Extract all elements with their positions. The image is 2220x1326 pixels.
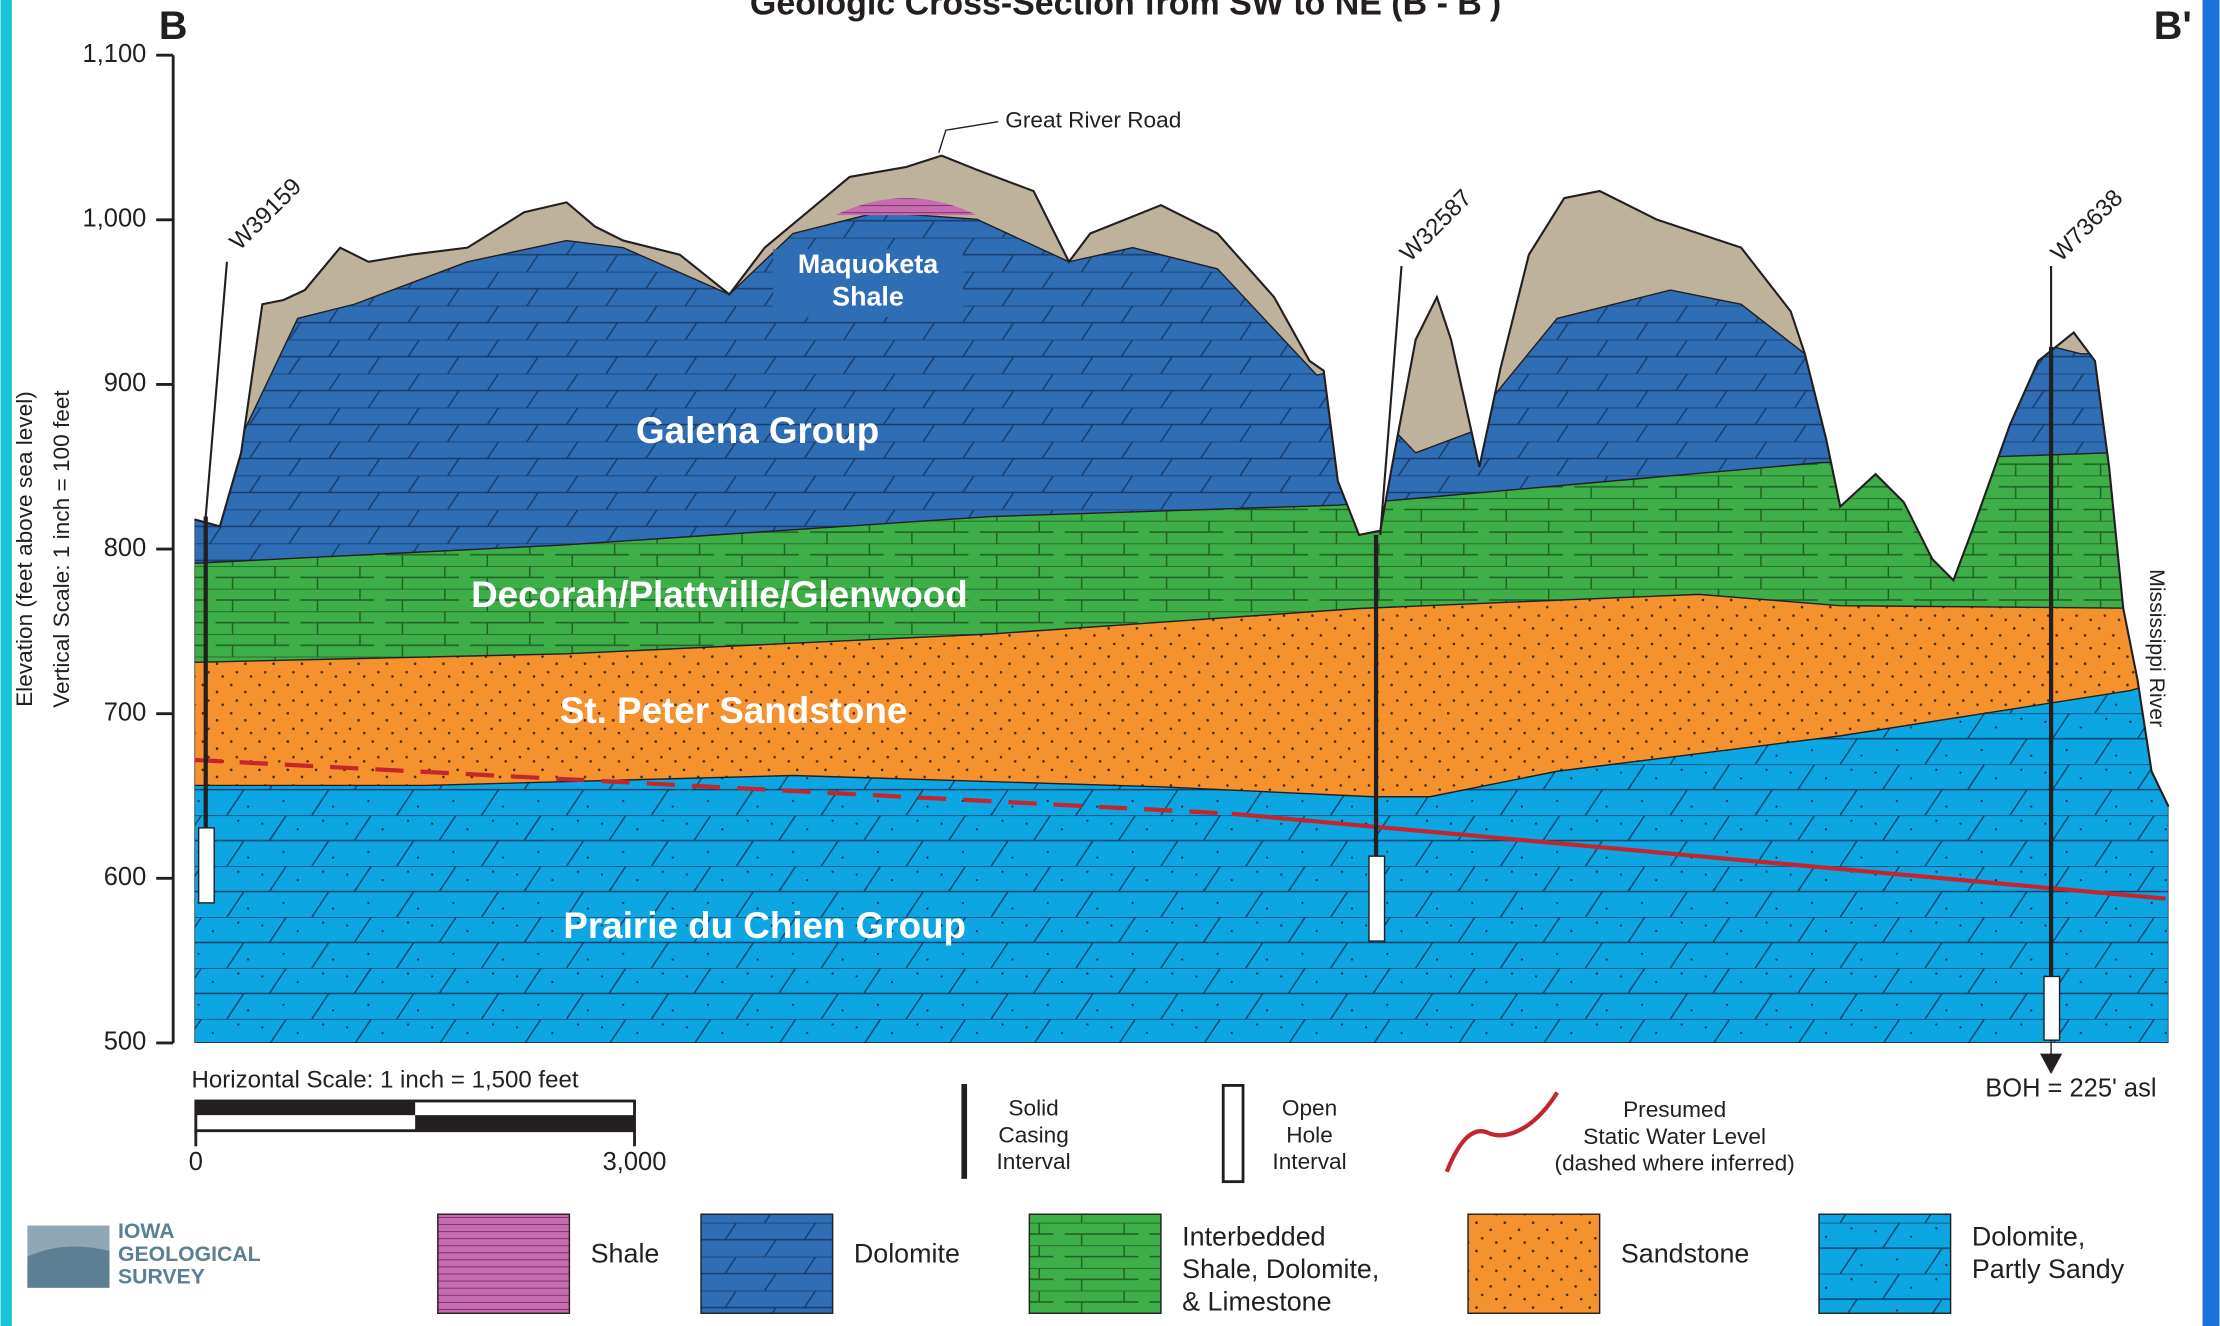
legend-label: Interbedded: [1182, 1221, 1325, 1251]
logo: IOWA GEOLOGICAL SURVEY: [27, 1220, 261, 1288]
scale-label: Horizontal Scale: 1 inch = 1,500 feet: [192, 1067, 579, 1094]
water-symbol: [1444, 1091, 1559, 1173]
symbol-label: Interval: [996, 1149, 1070, 1174]
well-label: W73638: [2046, 184, 2128, 266]
symbol-label: Solid: [1008, 1095, 1058, 1120]
well-leader: [204, 261, 2053, 536]
y-tick-label: 800: [104, 534, 147, 562]
y-tick-label: 1,100: [83, 40, 147, 68]
open-hole-symbol: [1221, 1084, 1245, 1184]
ground-surface: [194, 154, 2170, 808]
legend-swatch: [1028, 1213, 1162, 1314]
legend-label: Shale, Dolomite,: [1182, 1254, 1379, 1284]
prairie-layer: [194, 678, 2169, 1043]
legend-label: Dolomite,: [1972, 1221, 2086, 1251]
layer-label: Decorah/Plattville/Glenwood: [471, 574, 968, 615]
y-tick-label: 600: [104, 863, 147, 891]
section-end: B': [2154, 4, 2192, 48]
symbol-label: Presumed: [1623, 1097, 1726, 1122]
road-leader: [938, 121, 999, 154]
symbol-label: Casing: [998, 1122, 1068, 1147]
well-label: W39159: [225, 173, 307, 255]
scale-ticks: 0 3,000: [189, 1130, 667, 1176]
layer-label: Galena Group: [636, 410, 879, 451]
symbol-label: Static Water Level: [1583, 1124, 1766, 1149]
open-hole: [2043, 975, 2061, 1041]
logo-mark: [27, 1246, 110, 1288]
scale-tick-label: 3,000: [603, 1148, 667, 1176]
frame-left: [0, 0, 12, 1326]
open-hole: [197, 827, 215, 904]
well-label: W32587: [1395, 184, 1477, 266]
scale-bar: [415, 1115, 635, 1131]
scale-bar: [195, 1100, 416, 1116]
river-label: Mississippi River: [2145, 569, 2168, 727]
water-level-inferred: [194, 757, 1232, 816]
label-bg: [773, 249, 963, 317]
title: Geologic Cross-Section from SW to NE (B …: [750, 0, 1501, 23]
symbol-label: Interval: [1272, 1149, 1346, 1174]
y-tick-label: 1,000: [83, 205, 147, 233]
symbol-label: Hole: [1286, 1122, 1333, 1147]
layer-label: Maquoketa: [798, 249, 939, 279]
logo-text: IOWA: [118, 1220, 175, 1243]
logo-text: SURVEY: [118, 1265, 205, 1288]
open-hole: [1368, 855, 1386, 942]
legend-label: & Limestone: [1182, 1286, 1331, 1316]
legend-label: Shale: [591, 1238, 660, 1268]
legend-swatch: [437, 1213, 571, 1314]
y-tick-label: 900: [104, 369, 147, 397]
logo-text: GEOLOGICAL: [118, 1243, 261, 1266]
frame-right: [2202, 0, 2220, 1326]
scale-tick-label: 0: [189, 1148, 203, 1176]
symbol-label: (dashed where inferred): [1555, 1151, 1795, 1176]
symbol-label: Open: [1282, 1095, 1337, 1120]
legend-swatch: [1818, 1213, 1952, 1314]
legend-label: Partly Sandy: [1972, 1254, 2125, 1284]
cross-section: [194, 155, 2169, 1043]
layer-label: Shale: [832, 282, 904, 312]
legend-swatch: [700, 1213, 834, 1314]
y-tick-label: 500: [104, 1028, 147, 1056]
boh-label: BOH = 225' asl: [1985, 1074, 2156, 1102]
legend-label: Dolomite: [854, 1238, 960, 1268]
legend-swatch: [1467, 1213, 1601, 1314]
y-tick-label: 700: [104, 698, 147, 726]
layer-label: St. Peter Sandstone: [560, 690, 907, 731]
legend-label: Sandstone: [1621, 1238, 1750, 1268]
water-level: [1231, 811, 2166, 901]
arrow: [2039, 1040, 2063, 1075]
y-axis-label: Elevation (feet above sea level): [12, 391, 37, 707]
shale-cap: [835, 198, 977, 216]
y-axis-note: Vertical Scale: 1 inch = 100 feet: [49, 390, 74, 708]
road-label: Great River Road: [1005, 108, 1181, 133]
section-end: B: [159, 4, 188, 48]
layer-label: Prairie du Chien Group: [563, 905, 966, 946]
